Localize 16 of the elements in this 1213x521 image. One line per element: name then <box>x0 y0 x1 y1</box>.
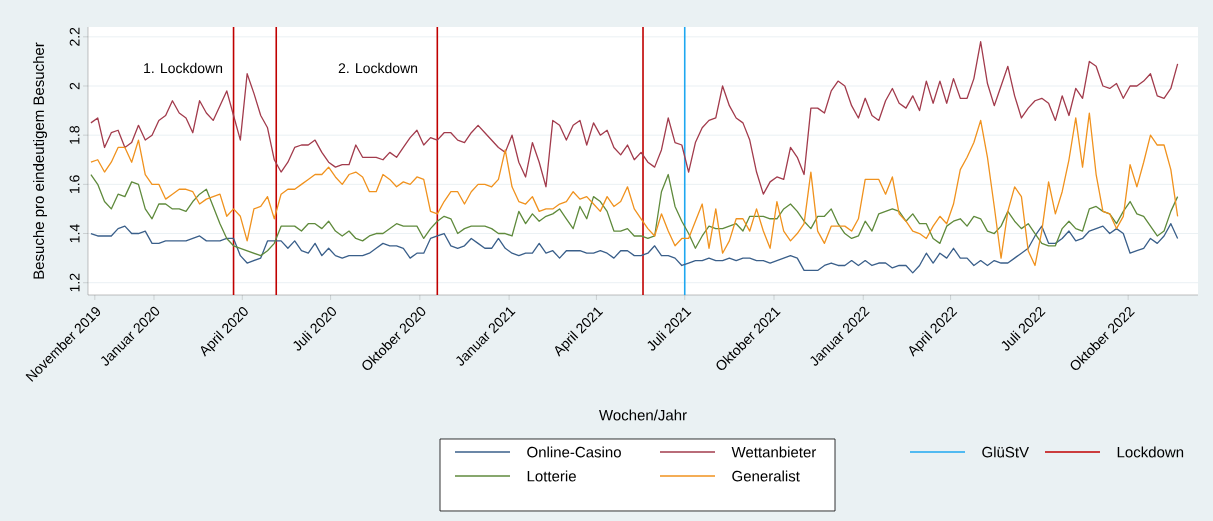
annotation: 1. Lockdown <box>144 62 223 74</box>
legend-label: GlüStV <box>982 446 1029 458</box>
y-axis-title: Besuche pro eindeutigem Besucher <box>33 42 47 279</box>
legend-label: Online-Casino <box>527 446 621 458</box>
y-tick-label: 2 <box>69 82 80 90</box>
y-tick-label: 1.2 <box>69 273 80 292</box>
y-tick-label: 1.4 <box>69 224 80 243</box>
x-axis-title: Wochen/Jahr <box>599 409 687 421</box>
legend-label: Lockdown <box>1117 446 1184 458</box>
y-tick-label: 1.8 <box>69 126 80 144</box>
legend-label: Generalist <box>732 470 800 482</box>
annotation: 2. Lockdown <box>338 62 418 74</box>
legend-label: Wettanbieter <box>731 446 817 458</box>
legend-label: Lotterie <box>527 470 576 482</box>
y-tick-label: 1.6 <box>69 175 80 194</box>
y-tick-label: 2.2 <box>69 27 80 46</box>
